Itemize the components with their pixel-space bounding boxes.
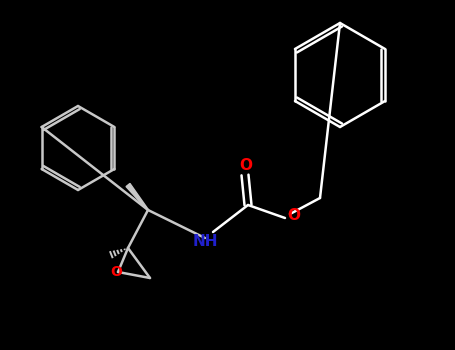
Text: O: O [288,209,300,224]
Text: O: O [239,158,253,173]
Text: NH: NH [192,234,218,250]
Polygon shape [126,183,148,210]
Text: O: O [110,265,122,279]
